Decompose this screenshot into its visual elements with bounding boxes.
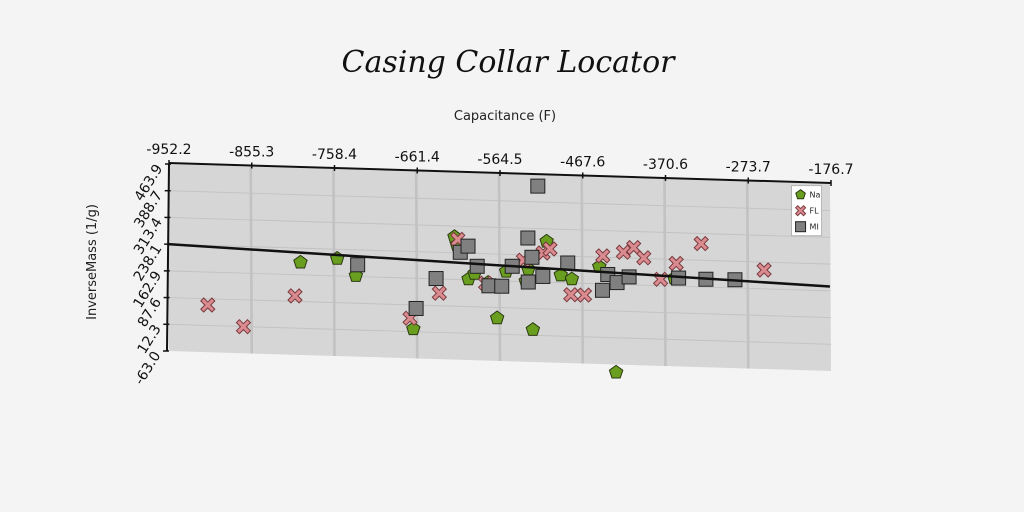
data-point-mi: [560, 255, 576, 271]
data-point-fl: [200, 297, 216, 313]
grid-line-horizontal: [168, 190, 831, 212]
data-point-mi: [524, 249, 540, 265]
grid-line-vertical: [745, 181, 750, 369]
data-point-mi: [460, 238, 476, 254]
data-point-fl: [693, 235, 709, 252]
chart-title: Casing Collar Locator: [342, 45, 677, 80]
data-point-na: [406, 321, 421, 336]
data-point-mi: [494, 278, 510, 294]
data-point-fl: [756, 262, 772, 278]
data-point-fl: [668, 255, 684, 272]
legend-marker-na: [795, 189, 806, 200]
data-point-mi: [469, 258, 485, 274]
data-point-na: [293, 254, 308, 269]
data-point-fl: [542, 241, 558, 257]
data-marks: [168, 178, 830, 379]
data-point-na: [525, 322, 541, 336]
data-point-mi: [535, 268, 551, 284]
x-tick-label: -273.7: [726, 160, 771, 176]
data-point-mi: [520, 230, 536, 246]
grid-line-horizontal: [168, 243, 831, 265]
grid-line-vertical: [249, 166, 254, 354]
data-point-mi: [428, 271, 444, 287]
data-point-mi: [621, 269, 637, 285]
trend-line: [168, 242, 830, 288]
series-mi: [350, 178, 743, 316]
y-axis-label: InverseMass (1/g): [85, 204, 100, 320]
x-tick-label: -661.4: [395, 150, 440, 166]
grid-line-vertical: [497, 173, 502, 362]
legend-label-mi: MI: [810, 223, 819, 232]
x-tick-label: -370.6: [643, 157, 688, 173]
data-point-fl: [615, 244, 632, 260]
data-point-na: [489, 310, 505, 325]
data-point-mi: [350, 257, 366, 273]
data-point-mi: [481, 278, 497, 294]
x-tick-label: -758.4: [312, 147, 357, 163]
data-point-mi: [530, 178, 546, 194]
data-point-na: [564, 271, 580, 286]
legend-marker-fl: [794, 204, 807, 217]
plot-area: [168, 164, 831, 371]
grid-line-horizontal: [168, 323, 831, 345]
data-point-mi: [594, 282, 610, 298]
legend-label-na: Na: [810, 191, 821, 200]
x-tick-label: -564.5: [477, 152, 522, 168]
legend: Na FL MI: [791, 185, 822, 237]
data-point-fl: [636, 250, 652, 266]
x-tick-label: -855.3: [229, 145, 274, 161]
data-point-na: [608, 364, 624, 379]
grid-line-horizontal: [168, 216, 831, 238]
data-point-fl: [431, 285, 448, 301]
axes: [163, 160, 832, 352]
data-point-mi: [408, 300, 424, 316]
legend-label-fl: FL: [810, 207, 820, 216]
x-tick-label: -952.2: [146, 142, 191, 158]
data-point-na: [553, 267, 568, 282]
x-tick-label: -467.6: [560, 155, 605, 171]
data-point-fl: [595, 248, 611, 264]
x-tick-label: -176.7: [808, 162, 853, 178]
data-point-fl: [576, 287, 593, 303]
y-axis-line: [166, 163, 170, 352]
legend-marker-mi: [795, 221, 807, 233]
data-point-mi: [520, 274, 536, 290]
data-point-fl: [235, 318, 252, 335]
x-axis-label: Capacitance (F): [454, 109, 556, 124]
data-point-fl: [287, 288, 303, 304]
grid-line-horizontal: [168, 297, 831, 319]
